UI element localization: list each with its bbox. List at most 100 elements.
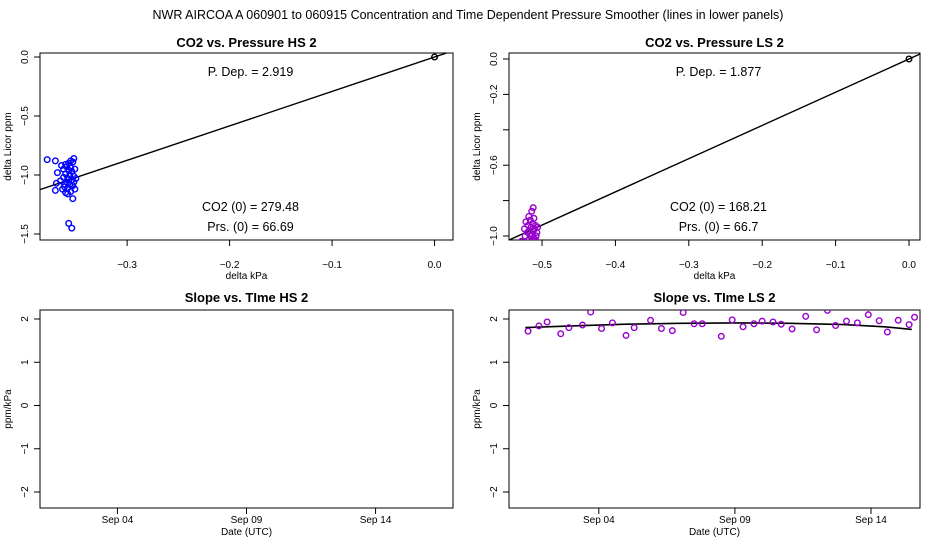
x-tick-label: −0.3 <box>679 260 699 271</box>
panel-2: CO2 vs. Pressure LS 2 −0.5 −0.4 −0.3 −0.2 −0.… <box>472 35 921 282</box>
y-tick-label: −1.5 <box>20 224 31 244</box>
data-point <box>525 249 531 255</box>
y-tick-label: 0.0 <box>20 50 31 64</box>
data-point <box>53 169 61 177</box>
plot-frame <box>508 52 921 241</box>
y-tick-label: −0.6 <box>489 155 500 175</box>
data-point <box>630 324 638 332</box>
data-point <box>788 325 796 333</box>
origin-point <box>905 55 913 63</box>
data-point <box>64 190 72 198</box>
data-point <box>525 253 531 259</box>
data-point <box>690 320 698 328</box>
data-point <box>51 186 59 194</box>
data-point <box>823 310 831 314</box>
x-axis-label: Date (UTC) <box>221 527 272 538</box>
x-tick-label: −0.1 <box>826 260 846 271</box>
data-point <box>65 219 73 227</box>
fit-line <box>509 53 920 240</box>
pressure-dependence-label: P. Dep. = 1.877 <box>676 65 762 79</box>
data-point <box>72 175 80 183</box>
x-axis-label: delta kPa <box>694 271 736 282</box>
data-point <box>67 164 75 172</box>
smoother-line <box>525 322 912 331</box>
data-point <box>557 330 565 338</box>
data-point <box>51 157 59 165</box>
data-point <box>524 242 530 248</box>
data-point <box>739 323 747 331</box>
plot-area <box>40 53 449 232</box>
data-point <box>543 318 551 326</box>
data-point <box>769 318 777 326</box>
y-tick-label: 0 <box>489 402 500 408</box>
x-tick-label: −0.3 <box>117 260 137 271</box>
panel-3: Slope vs. TIme HS 2 Sep 04 Sep 09 Sep 14 2 1 0… <box>3 290 454 538</box>
data-point <box>657 325 665 333</box>
data-point <box>864 311 872 319</box>
data-point <box>67 157 75 165</box>
chart-title: CO2 vs. Pressure HS 2 <box>176 35 316 50</box>
data-point <box>911 313 919 321</box>
panel-4: Slope vs. TIme LS 2 Sep 04 Sep 09 Sep 14 2 1 0… <box>472 290 921 538</box>
y-tick-label: −1.0 <box>489 226 500 246</box>
y-tick-label: 0.0 <box>489 52 500 66</box>
data-point <box>905 321 913 329</box>
data-point <box>532 242 538 248</box>
data-point <box>71 185 79 193</box>
pressure-dependence-label: P. Dep. = 2.919 <box>208 65 294 79</box>
data-point <box>532 232 540 240</box>
co2-intercept-label: CO2 (0) = 279.48 <box>202 200 299 214</box>
data-point <box>647 316 655 324</box>
data-point <box>668 327 676 335</box>
x-tick-label: −0.2 <box>220 260 240 271</box>
x-tick-label: Sep 14 <box>855 515 887 526</box>
x-tick-label: Sep 04 <box>583 515 615 526</box>
origin-point <box>431 53 439 61</box>
x-tick-label: −0.1 <box>322 260 342 271</box>
data-point <box>622 331 630 339</box>
data-point <box>528 207 536 215</box>
data-point <box>717 332 725 340</box>
data-point <box>802 312 810 320</box>
x-tick-label: −0.4 <box>606 260 626 271</box>
x-tick-label: Sep 14 <box>360 515 392 526</box>
data-point <box>728 316 736 324</box>
panel-1: CO2 vs. Pressure HS 2 −0.3 −0.2 −0.1 0.0 0.0 −… <box>3 35 454 282</box>
data-point <box>524 327 532 335</box>
data-point <box>758 317 766 325</box>
data-point <box>528 251 534 257</box>
y-tick-label: −1 <box>489 443 500 455</box>
x-tick-label: 0.0 <box>902 260 916 271</box>
data-point <box>679 310 687 317</box>
y-axis-label: ppm/kPa <box>3 389 14 429</box>
data-point <box>875 317 883 325</box>
plot-area <box>524 310 919 340</box>
x-tick-label: −0.2 <box>752 260 772 271</box>
plot-area <box>509 53 920 259</box>
data-point <box>69 195 77 203</box>
chart-title: Slope vs. TIme LS 2 <box>653 290 775 305</box>
y-axis-label: delta Licor ppm <box>472 112 483 180</box>
data-point <box>535 322 543 330</box>
chart-title: Slope vs. TIme HS 2 <box>185 290 309 305</box>
pressure-intercept-label: Prs. (0) = 66.69 <box>207 220 294 234</box>
fit-line <box>40 53 449 191</box>
y-tick-label: 2 <box>20 316 31 322</box>
chart-title: CO2 vs. Pressure LS 2 <box>645 35 784 50</box>
y-tick-label: −2 <box>20 486 31 498</box>
y-tick-label: 1 <box>489 359 500 365</box>
x-tick-label: −0.5 <box>532 260 552 271</box>
x-tick-label: Sep 09 <box>719 515 751 526</box>
y-tick-label: −0.2 <box>489 84 500 104</box>
data-point <box>698 320 706 328</box>
x-tick-label: Sep 09 <box>231 515 263 526</box>
data-point <box>565 324 573 332</box>
data-point <box>68 224 76 232</box>
data-point <box>518 237 525 240</box>
plot-frame <box>508 309 921 509</box>
y-tick-label: −2 <box>489 486 500 498</box>
data-point <box>534 223 542 231</box>
data-point <box>587 310 595 316</box>
data-point <box>777 320 785 328</box>
